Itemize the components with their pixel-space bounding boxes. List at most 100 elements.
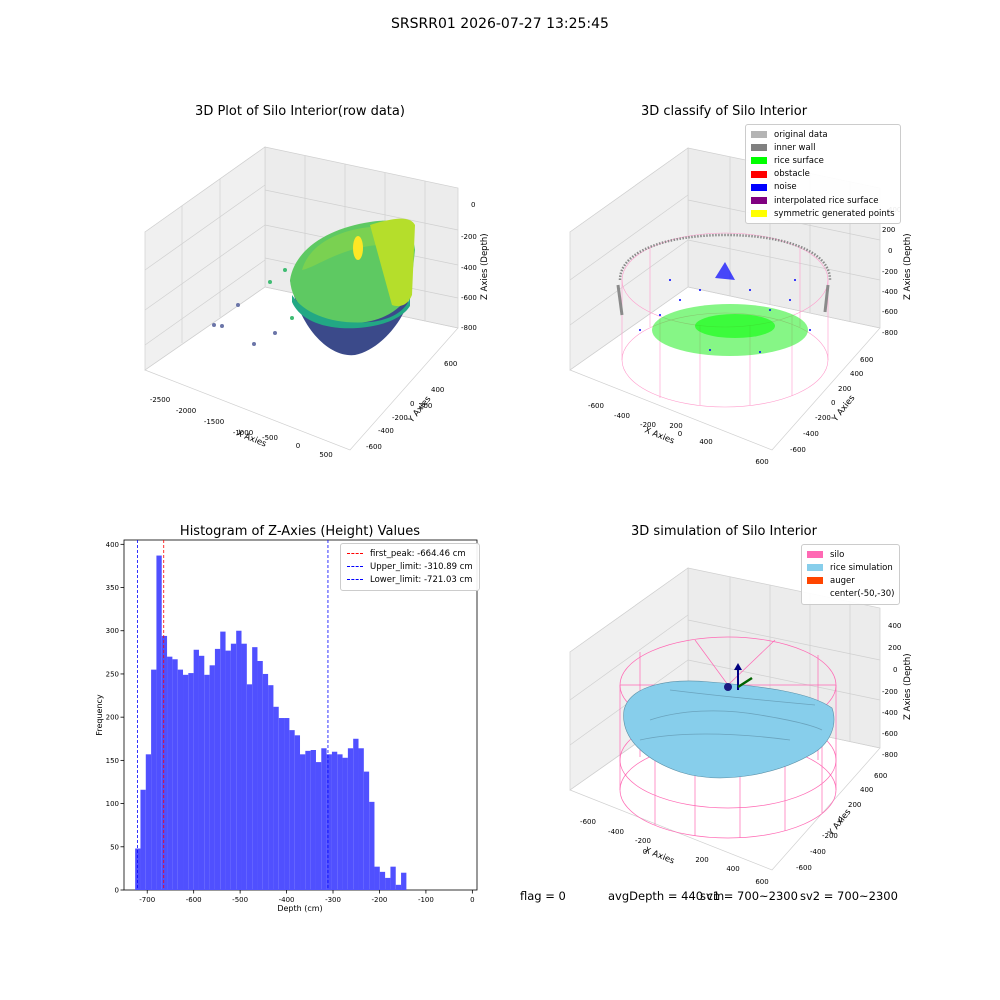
panel2-zlabel: Z Axies (Depth) [903, 233, 913, 300]
histogram-bar [257, 660, 263, 890]
panel1-zticks: 0 -200 -400 -600 -800 [461, 201, 477, 332]
histogram-bar [284, 718, 290, 890]
histogram-bar [401, 872, 407, 890]
histogram-bar [172, 659, 178, 890]
legend-swatch [751, 157, 767, 165]
panel2-xticks: -600 -400 -200 0 200 400 600 [588, 402, 769, 466]
panel4-xticks: -600 -400 -200 0 200 400 600 [580, 818, 769, 886]
svg-text:-600: -600 [796, 864, 812, 872]
panel1-outlier-points [212, 268, 294, 346]
svg-text:-200: -200 [392, 414, 408, 422]
panel2-ylabel: Y Axies [830, 393, 858, 425]
histogram-ytick-label: 250 [106, 670, 119, 678]
legend-dash [347, 553, 363, 555]
histogram-bar [337, 754, 343, 890]
legend-swatch [751, 183, 767, 191]
legend-item-center: center(-50,-30) [807, 588, 894, 601]
svg-text:-200: -200 [882, 268, 898, 276]
histogram-bar [326, 754, 332, 890]
panel4-ylabel: Y Axies [826, 807, 854, 839]
histogram-bar [278, 718, 285, 890]
panel1-title: 3D Plot of Silo Interior(row data) [195, 104, 405, 119]
histogram-bar [321, 748, 327, 890]
panel4-zticks: 400 200 0 -200 -400 -600 -800 [882, 622, 901, 759]
legend-swatch [751, 170, 767, 178]
svg-text:200: 200 [838, 385, 851, 393]
panel2-plot: -600 -400 -200 0 200 400 600 X Axies 600… [569, 147, 913, 466]
legend-item-silo: silo [807, 548, 894, 561]
histogram-bar [300, 754, 306, 890]
svg-text:0: 0 [471, 201, 475, 209]
svg-text:-600: -600 [461, 294, 477, 302]
svg-text:-200: -200 [640, 421, 656, 429]
histogram-bar [198, 655, 205, 890]
histogram-ytick-label: 300 [106, 627, 119, 635]
panel1-zlabel: Z Axies (Depth) [480, 233, 490, 300]
panel4-auger [724, 663, 753, 691]
svg-text:-400: -400 [378, 427, 394, 435]
svg-text:200: 200 [888, 644, 901, 652]
svg-text:0: 0 [893, 666, 897, 674]
legend-item-rice-simulation: rice simulation [807, 561, 894, 574]
histogram-xtick-label: 0 [470, 896, 474, 904]
histogram-bar [183, 674, 189, 890]
legend-swatch [751, 131, 767, 139]
svg-text:200: 200 [848, 801, 861, 809]
svg-text:-600: -600 [882, 730, 898, 738]
histogram-bar [353, 738, 359, 890]
legend-item-rice-surface: rice surface [751, 154, 895, 167]
legend-swatch [807, 591, 823, 598]
svg-text:-2000: -2000 [176, 407, 196, 415]
panel4-xlabel: X Axies [643, 846, 676, 867]
histogram-bar [305, 750, 311, 890]
svg-text:600: 600 [860, 356, 873, 364]
histogram-ytick-label: 200 [106, 714, 119, 722]
status-flag: flag = 0 [520, 889, 566, 903]
legend-dash [347, 566, 363, 568]
histogram-ytick-label: 150 [106, 757, 119, 765]
histogram-bar [156, 555, 162, 890]
svg-text:-200: -200 [882, 688, 898, 696]
svg-text:200: 200 [419, 402, 432, 410]
svg-text:-800: -800 [461, 324, 477, 332]
svg-text:0: 0 [410, 400, 414, 408]
histogram-plot: -700 -600 -500 -400 -300 -200 -100 0 0 50 100 150 2… [95, 539, 478, 913]
histogram-bar [379, 871, 386, 890]
svg-text:0: 0 [831, 399, 835, 407]
svg-text:-200: -200 [822, 832, 838, 840]
svg-text:400: 400 [850, 370, 863, 378]
panel2-inner-wall [616, 233, 832, 316]
histogram-bar [331, 751, 338, 890]
legend-dash [347, 579, 363, 581]
histogram-xticks: -700 -600 -500 -400 -300 -200 -100 0 [139, 890, 475, 904]
svg-text:400: 400 [860, 786, 873, 794]
svg-text:-600: -600 [790, 446, 806, 454]
panel4-zlabel: Z Axies (Depth) [903, 653, 913, 720]
legend-swatch [751, 210, 767, 218]
histogram-xtick-label: -600 [186, 896, 202, 904]
histogram-bar [167, 656, 173, 890]
histogram-bar [347, 748, 354, 890]
svg-text:600: 600 [874, 772, 887, 780]
histogram-bar [310, 750, 316, 890]
histogram-ytick-label: 50 [110, 843, 119, 851]
histogram-bar [390, 866, 396, 890]
histogram-bar [177, 669, 184, 890]
histogram-bar [230, 643, 237, 890]
svg-text:400: 400 [431, 386, 444, 394]
histogram-ytick-label: 350 [106, 584, 119, 592]
histogram-xtick-label: -300 [325, 896, 341, 904]
legend-swatch [807, 551, 823, 559]
panel2-axes-box [569, 147, 881, 451]
legend-swatch [751, 197, 767, 205]
legend-item-lower-limit: Lower_limit: -721.03 cm [347, 573, 473, 586]
svg-text:0: 0 [643, 848, 647, 856]
svg-text:-1500: -1500 [204, 418, 224, 426]
svg-text:-600: -600 [588, 402, 604, 410]
svg-text:-600: -600 [580, 818, 596, 826]
histogram-xtick-label: -500 [232, 896, 248, 904]
svg-text:400: 400 [888, 622, 901, 630]
histogram-bar [363, 771, 370, 890]
histogram-bar [268, 685, 274, 890]
panel2-legend: original data inner wall rice surface ob… [745, 124, 901, 225]
